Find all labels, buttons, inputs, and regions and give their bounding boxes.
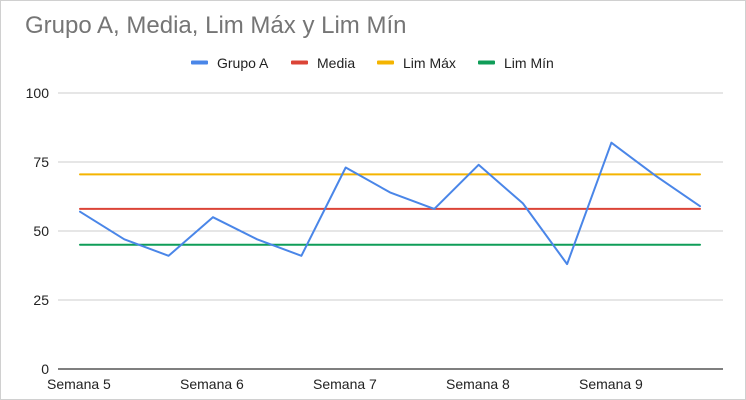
x-tick-label: Semana 8 bbox=[446, 376, 510, 392]
legend-label: Media bbox=[317, 55, 355, 71]
x-tick-label: Semana 6 bbox=[180, 376, 244, 392]
y-tick-label: 0 bbox=[41, 361, 49, 377]
y-tick-label: 50 bbox=[33, 223, 49, 239]
y-tick-label: 100 bbox=[26, 85, 50, 101]
series-line-grupo-a bbox=[79, 141, 701, 266]
legend-label: Lim Mín bbox=[504, 55, 554, 71]
legend-swatch bbox=[478, 60, 495, 65]
legend-label: Grupo A bbox=[217, 55, 269, 71]
chart-title: Grupo A, Media, Lim Máx y Lim Mín bbox=[25, 12, 407, 39]
legend-label: Lim Máx bbox=[403, 55, 456, 71]
y-tick-label: 75 bbox=[33, 154, 49, 170]
legend-swatch bbox=[377, 60, 394, 65]
x-tick-label: Semana 9 bbox=[579, 376, 643, 392]
x-tick-label: Semana 5 bbox=[47, 376, 111, 392]
legend-swatch bbox=[291, 60, 308, 65]
legend-swatch bbox=[191, 60, 208, 65]
y-tick-label: 25 bbox=[33, 292, 49, 308]
x-tick-label: Semana 7 bbox=[313, 376, 377, 392]
